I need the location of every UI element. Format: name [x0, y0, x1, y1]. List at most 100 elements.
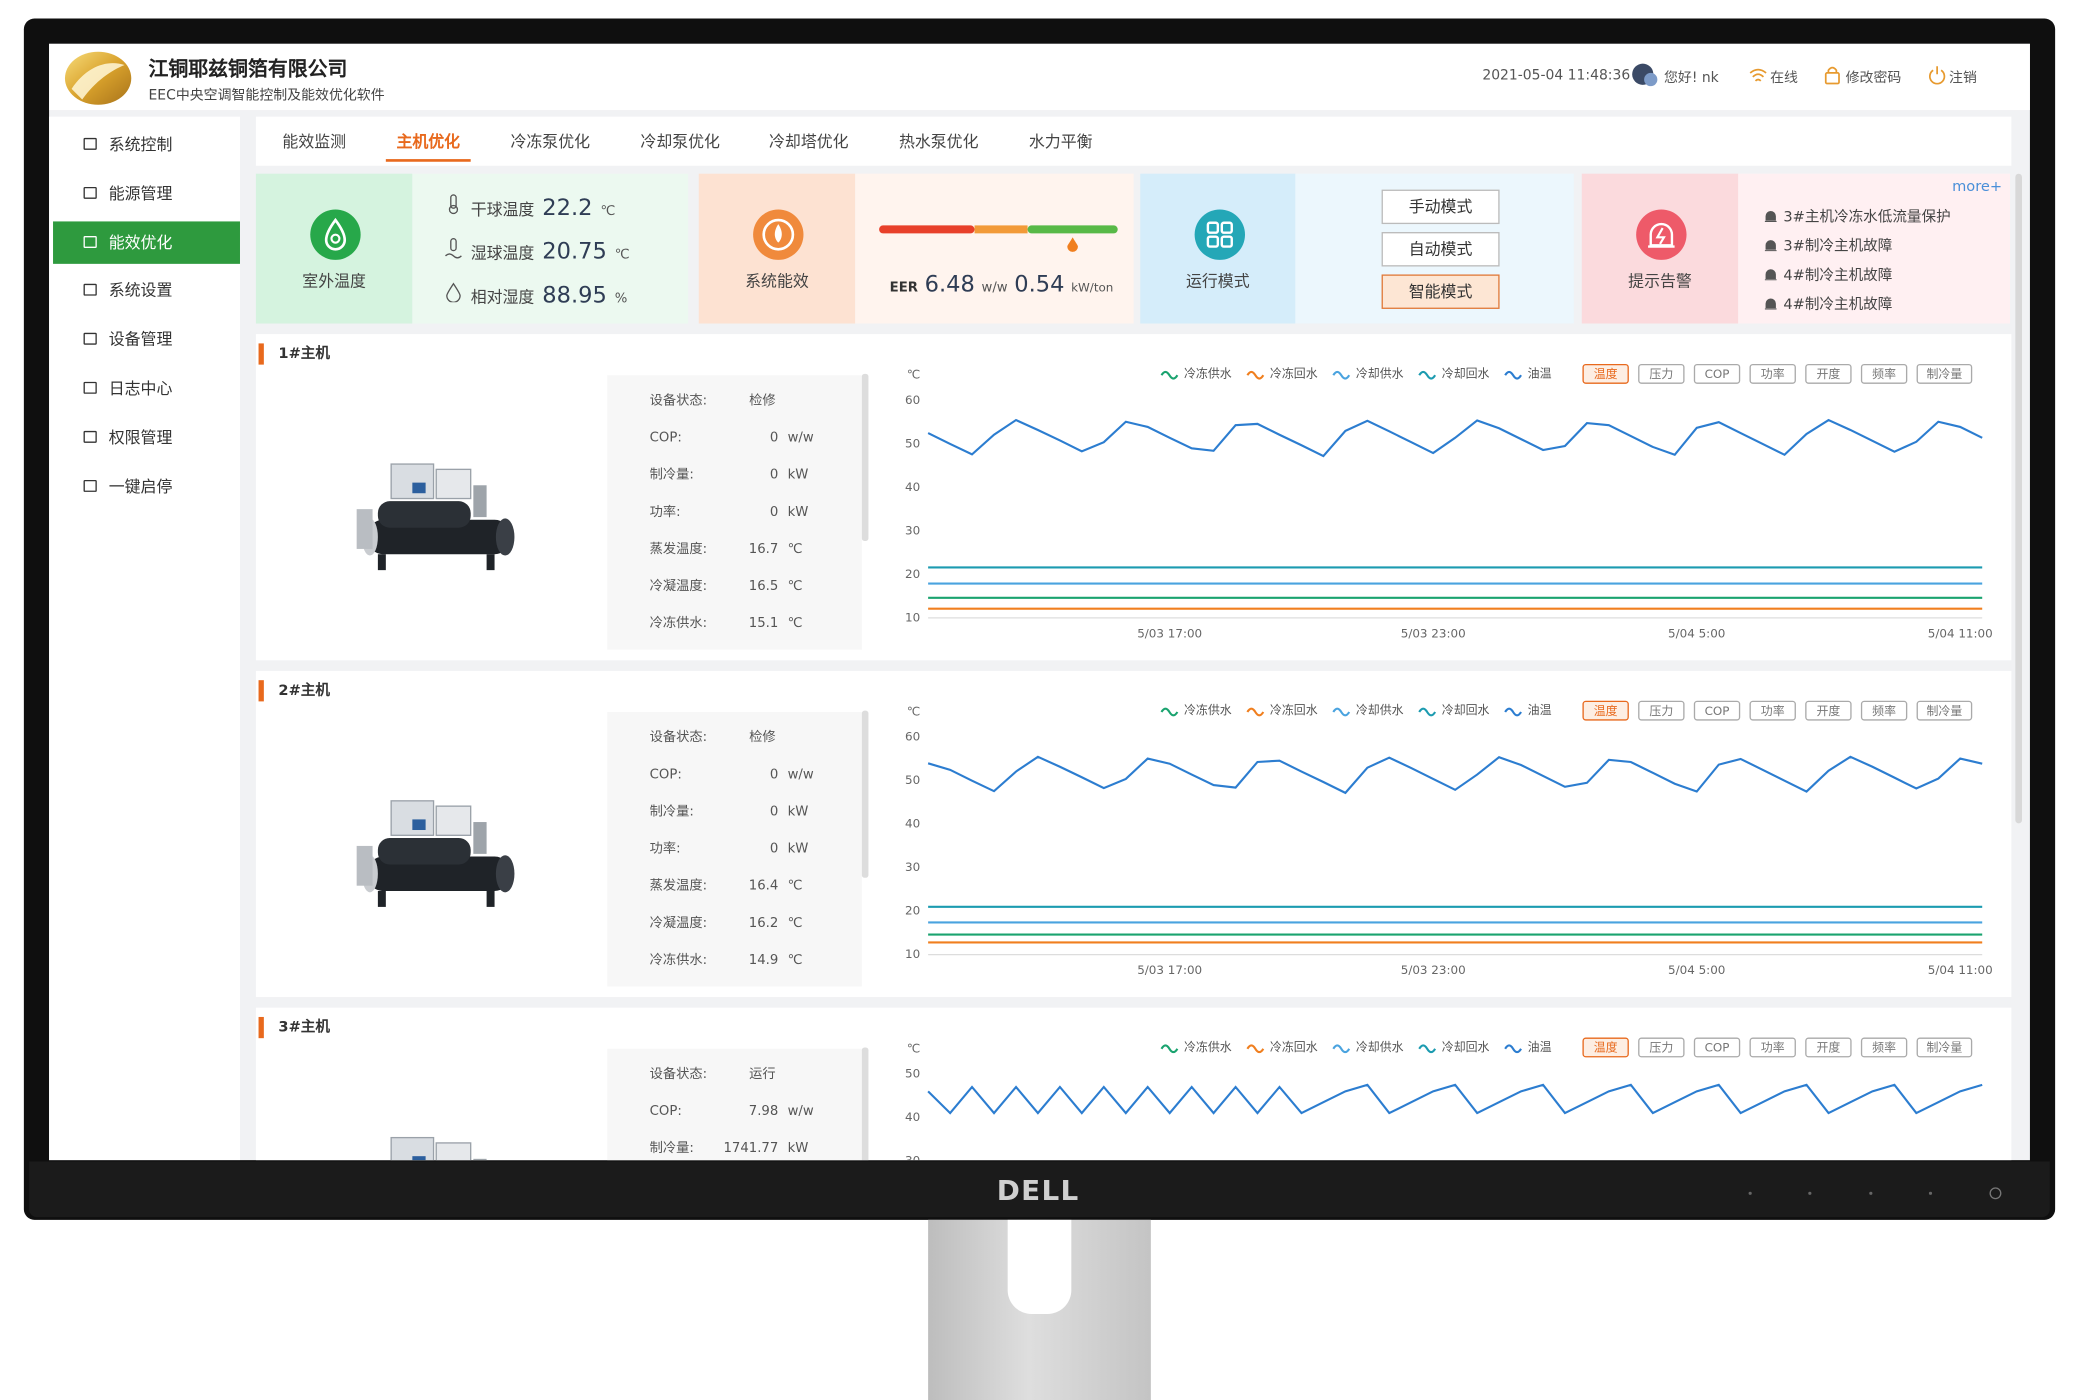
- tab[interactable]: 热水泵优化: [898, 132, 979, 152]
- param-value: 15.1: [749, 616, 779, 631]
- legend-label: 冷却回水: [1442, 366, 1490, 380]
- bell-shape: [1764, 269, 1777, 281]
- machine-part: [486, 554, 495, 571]
- chart-button[interactable]: [1916, 363, 1973, 384]
- param-label: 冷冻供水:: [650, 952, 707, 968]
- chart-button[interactable]: [1805, 1037, 1852, 1058]
- legend-icon: [1332, 707, 1351, 717]
- param-label: 设备状态:: [650, 1065, 707, 1082]
- avatar: [1632, 63, 1658, 87]
- thermometer-icon: [448, 194, 459, 215]
- legend-icon: [1418, 1044, 1437, 1054]
- machine-part: [435, 468, 472, 500]
- chart-button[interactable]: [1916, 700, 1973, 721]
- legend-icon: [1418, 707, 1437, 717]
- sidebar-icon: [83, 137, 97, 150]
- param-unit: w/w: [788, 1104, 814, 1119]
- mode-button[interactable]: 智能模式: [1381, 274, 1500, 309]
- param-value: 检修: [749, 729, 776, 745]
- machine-part: [495, 855, 515, 893]
- chart-button[interactable]: [1693, 1037, 1741, 1058]
- chart-button[interactable]: [1638, 1037, 1685, 1058]
- params-scroll: [861, 710, 869, 878]
- chart-button[interactable]: [1693, 700, 1741, 721]
- legend-label: 油温: [1528, 703, 1552, 717]
- sidebar-label: 设备管理: [108, 330, 173, 349]
- sidebar-item[interactable]: 能源管理: [53, 172, 240, 214]
- sidebar-item[interactable]: 系统控制: [53, 123, 240, 165]
- param-label: 冷冻供水:: [650, 615, 707, 631]
- y-axis-label: ℃: [907, 1041, 920, 1055]
- machine-part: [356, 845, 373, 886]
- param-value: 检修: [749, 392, 776, 408]
- sidebar-item[interactable]: 能效优化: [53, 220, 240, 264]
- param-unit: kW: [788, 1141, 809, 1156]
- param-value: 14.9: [749, 953, 779, 968]
- param-label: 功率:: [650, 840, 681, 857]
- series-line: [927, 755, 1983, 795]
- chart-button-label: 温度: [1594, 367, 1618, 381]
- alarm-details: more+ 3#主机冷冻水低流量保护 3#制冷主机故障 4#制冷主机故障 4#制冷主机…: [1738, 173, 2011, 324]
- mode-button[interactable]: 手动模式: [1381, 189, 1500, 225]
- legend-label: 冷冻供水: [1184, 366, 1232, 380]
- chart-button[interactable]: [1805, 700, 1852, 721]
- bell-icon: [1764, 211, 1777, 222]
- legend-label: 冷冻供水: [1184, 1040, 1232, 1054]
- tab[interactable]: 冷却塔优化: [769, 132, 849, 152]
- logout[interactable]: 注销: [1949, 70, 1977, 87]
- row-unit: ℃: [600, 204, 616, 219]
- tab[interactable]: 主机优化: [385, 130, 471, 162]
- sidebar-item[interactable]: 日志中心: [53, 367, 240, 409]
- row-value: 88.95: [542, 282, 607, 309]
- tab[interactable]: 水力平衡: [1028, 132, 1093, 152]
- chiller-image: [390, 1136, 487, 1161]
- legend-icon: [1332, 1044, 1351, 1054]
- chart-button[interactable]: [1638, 363, 1685, 384]
- chart-button-label: 温度: [1594, 704, 1618, 718]
- legend-icon: [1160, 707, 1179, 717]
- panel-title: 1#主机: [278, 344, 330, 362]
- chart-button[interactable]: [1693, 363, 1741, 384]
- chart-button[interactable]: [1749, 1037, 1796, 1058]
- tab[interactable]: 能效监测: [282, 132, 347, 152]
- mode-label: 运行模式: [1185, 271, 1250, 291]
- series-line: [927, 1083, 1983, 1115]
- chart-button[interactable]: [1749, 700, 1796, 721]
- wifi-icon: [1749, 68, 1767, 82]
- chart-button[interactable]: [1805, 363, 1852, 384]
- chart-button[interactable]: [1638, 700, 1685, 721]
- title-marker: [258, 343, 264, 365]
- chiller-image: [356, 800, 515, 907]
- chart-button[interactable]: [1860, 700, 1908, 721]
- chart-button[interactable]: [1916, 1037, 1973, 1058]
- chart-button[interactable]: [1582, 363, 1629, 384]
- alarm-text: 4#制冷主机故障: [1783, 295, 1893, 313]
- tab[interactable]: 冷冻泵优化: [510, 132, 591, 152]
- mode-card: 运行模式: [1140, 173, 1296, 324]
- sidebar-item[interactable]: 系统设置: [53, 270, 240, 312]
- chart-button[interactable]: [1582, 700, 1629, 721]
- y-tick-label: 10: [905, 947, 920, 961]
- param-value: 0: [770, 804, 778, 819]
- machine-part: [435, 1142, 472, 1161]
- chart-button[interactable]: [1749, 363, 1796, 384]
- y-tick-label: 40: [905, 480, 920, 494]
- y-tick-label: 20: [905, 567, 920, 581]
- tab[interactable]: 冷却泵优化: [640, 132, 720, 152]
- x-tick-label: 5/04 11:00: [1928, 963, 1993, 977]
- sidebar-item[interactable]: 设备管理: [53, 318, 240, 360]
- sidebar-item[interactable]: 一键启停: [53, 465, 240, 507]
- sidebar-item[interactable]: 权限管理: [53, 416, 240, 458]
- change-password[interactable]: 修改密码: [1845, 70, 1902, 87]
- chart-button[interactable]: [1860, 363, 1908, 384]
- efficiency-icon: [753, 209, 804, 260]
- more-link[interactable]: more+: [1952, 177, 2003, 195]
- param-label: 蒸发温度:: [650, 878, 707, 894]
- param-unit: ℃: [788, 616, 803, 631]
- legend-icon: [1418, 370, 1437, 380]
- x-tick-label: 5/04 5:00: [1668, 963, 1725, 977]
- chart-button[interactable]: [1860, 1037, 1908, 1058]
- legend-label: 冷冻回水: [1270, 1040, 1318, 1054]
- chart-button[interactable]: [1582, 1037, 1629, 1058]
- mode-button[interactable]: 自动模式: [1381, 232, 1500, 267]
